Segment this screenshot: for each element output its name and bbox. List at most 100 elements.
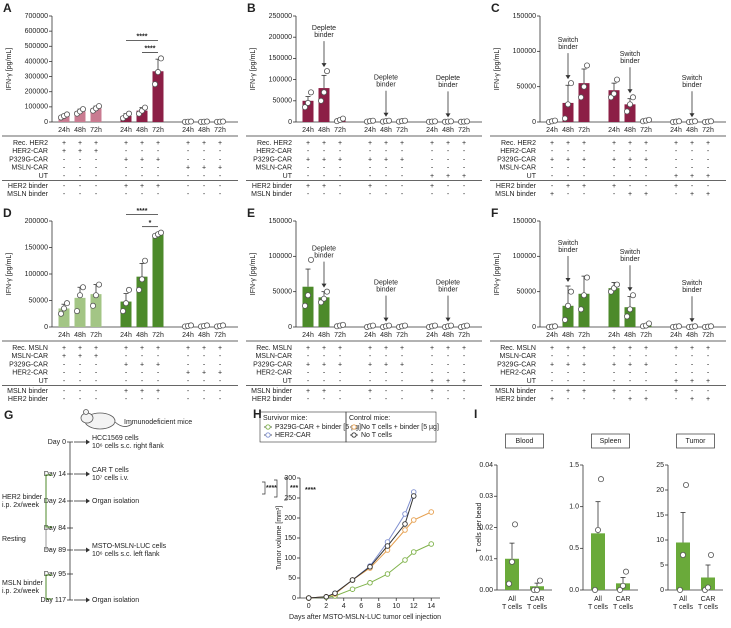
data-point [402,511,408,517]
data-point [676,323,683,330]
row-mark: + [94,148,98,155]
row-mark: - [583,173,586,180]
bar [90,294,102,327]
row-mark: - [463,191,466,198]
y-axis-label: IFN-γ [pg/mL] [250,253,257,295]
bar [578,83,590,122]
row-mark: + [706,345,710,352]
data-point [401,322,408,329]
row-mark: - [447,370,450,377]
row-mark: + [690,191,694,198]
row-mark: + [186,345,190,352]
row-mark: - [707,370,710,377]
row-mark: + [550,361,554,368]
row-mark: + [218,370,222,377]
row-label: UT [527,173,537,180]
y-tick-label: 400000 [25,58,48,65]
significance-label: **** [145,46,156,53]
row-mark: - [219,148,222,155]
annotation-arrow-head [445,113,451,118]
x-tick-label: 6 [359,603,363,610]
data-point [677,587,684,594]
row-label: MSLN-CAR [255,353,292,360]
data-point [219,322,226,329]
data-point [320,295,327,302]
row-mark: - [95,378,98,385]
row-mark: - [551,370,554,377]
data-point [705,584,712,591]
row-mark: + [430,140,434,147]
row-label: Rec. MSLN [256,345,292,352]
row-mark: + [384,345,388,352]
data-point [431,322,438,329]
row-mark: - [63,173,66,180]
row-label: HER2-CAR [256,148,292,155]
row-mark: + [706,173,710,180]
row-mark: - [401,165,404,172]
x-tick-label: 2 [324,603,328,610]
row-mark: - [307,148,310,155]
x-tick-label: 72h [702,332,714,339]
x-tick-label: 48h [74,127,86,134]
row-mark: - [187,396,190,403]
row-mark: + [550,140,554,147]
row-mark: + [338,361,342,368]
row-mark: + [582,140,586,147]
row-mark: + [306,388,310,395]
row-mark: - [463,156,466,163]
row-mark: - [691,165,694,172]
row-mark: - [385,353,388,360]
row-mark: - [141,165,144,172]
row-mark: - [369,165,372,172]
annotation: binder [314,32,334,39]
row-label: MSLN binder [495,191,537,198]
row-mark: + [674,173,678,180]
annotation: Deplete [312,246,336,253]
row-mark: + [430,345,434,352]
row-mark: - [307,173,310,180]
row-mark: + [674,140,678,147]
row-mark: - [219,353,222,360]
row-mark: + [218,165,222,172]
row-mark: + [400,361,404,368]
row-mark: + [550,156,554,163]
y-tick-label: 50000 [29,297,49,304]
row-mark: - [187,156,190,163]
row-mark: - [691,370,694,377]
data-point [565,302,572,309]
row-mark: - [125,370,128,377]
row-mark: + [446,378,450,385]
row-mark: - [431,353,434,360]
data-point [138,276,145,283]
data-point [307,89,314,96]
data-point [64,111,71,118]
row-mark: + [368,156,372,163]
x-tick-label: 24h [670,127,682,134]
row-mark: - [307,396,310,403]
event-label: 10⁶ cells s.c. right flank [92,443,164,450]
row-mark: + [400,140,404,147]
row-mark: - [323,165,326,172]
data-point [332,590,338,596]
x-tick-label: 48h [442,332,454,339]
y-tick-label: 1.0 [569,504,579,511]
annotation: binder [620,58,640,65]
data-point [402,557,408,563]
annotation-arrow-head [321,283,327,288]
row-mark: - [307,165,310,172]
y-tick-label: 20 [656,487,664,494]
data-point [630,292,637,299]
row-mark: - [339,165,342,172]
data-point [64,300,71,307]
row-mark: + [628,156,632,163]
row-mark: + [566,388,570,395]
event-arrow-head [86,498,90,504]
data-point [680,552,687,559]
chart-title: Tumor [686,438,707,445]
row-label: UT [283,378,293,385]
row-mark: - [323,378,326,385]
x-tick-label: 24h [302,332,314,339]
row-mark: - [629,148,632,155]
row-mark: + [140,361,144,368]
x-tick-label: 72h [640,332,652,339]
